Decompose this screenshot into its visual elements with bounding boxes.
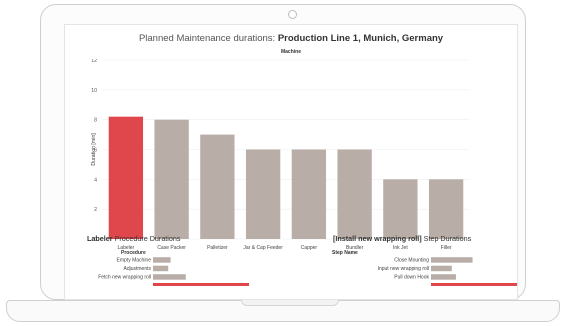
bar (337, 149, 372, 239)
bar (245, 149, 281, 239)
procedure-chart-title-bold: Labeler (87, 234, 113, 243)
procedure-durations-chart: Empty Machine Adjustments Fetch new wrappi… (98, 257, 249, 286)
dashboard-title: Planned Maintenance durations: Productio… (65, 33, 517, 44)
step-chart-title: [Install new wrapping roll] Step Duratio… (333, 234, 471, 243)
x-tick-label: Bundler (346, 245, 364, 251)
y-tick-label: 0 (94, 237, 97, 243)
bar (383, 179, 418, 239)
dashboard-title-emphasis: Production Line 1, Munich, Germany (277, 33, 444, 44)
laptop-base-notch (241, 300, 339, 306)
main-chart-legend-title: Machine (280, 49, 301, 55)
y-tick-label: 8 (94, 118, 97, 124)
machine-duration-chart: 0 2 4 6 8 10 12 Duration [min] Labeler Case Packe… (91, 59, 469, 251)
row-label: Close Mounting (394, 258, 429, 264)
bar (153, 274, 186, 280)
row-label: Empty Machine (117, 258, 152, 264)
x-tick-label: Labeler (118, 245, 135, 251)
x-tick-label: Ink Jet (393, 245, 408, 251)
row-label: Fetch new wrapping roll (98, 275, 151, 281)
bar (431, 274, 456, 280)
x-tick-label: Jar & Cap Feeder (243, 245, 283, 251)
bar (431, 265, 452, 272)
bar (154, 119, 189, 239)
bar (428, 179, 464, 239)
procedure-column-header: Procedure (121, 250, 146, 256)
row-label: Pull down Hook (394, 275, 429, 281)
procedure-chart-title: Labeler Procedure Durations (87, 234, 181, 243)
row-label: Input new wrapping roll (378, 266, 429, 272)
bar (200, 134, 235, 239)
step-column-header: Step Name (332, 250, 358, 256)
x-tick-label: Palletizer (207, 245, 228, 251)
webcam-icon (288, 10, 297, 19)
bar (108, 116, 144, 239)
step-durations-chart: Close Mounting Input new wrapping roll Pul… (378, 257, 517, 286)
laptop-base (6, 300, 560, 322)
y-tick-label: 10 (91, 88, 97, 94)
row-label: Adjustments (123, 266, 151, 272)
bar (153, 265, 169, 272)
x-tick-label: Capper (301, 245, 318, 251)
dashboard-title-prefix: Planned Maintenance durations: (138, 33, 278, 44)
y-axis-label: Duration [min] (91, 133, 97, 166)
x-tick-label: Case Packer (157, 245, 186, 251)
y-tick-label: 4 (94, 177, 97, 183)
procedure-chart-title-rest: Procedure Durations (112, 234, 181, 243)
step-chart-title-rest: Step Durations (421, 234, 472, 243)
dashboard-screen: Planned Maintenance durations: Productio… (64, 24, 518, 300)
highlighted-bar (153, 283, 249, 286)
y-tick-label: 12 (91, 59, 97, 64)
x-tick-label: Filler (441, 245, 452, 251)
bar (153, 257, 171, 263)
step-chart-title-bold: [Install new wrapping roll] (333, 234, 422, 243)
highlighted-bar (431, 283, 517, 286)
y-tick-label: 2 (94, 207, 97, 213)
bar (291, 149, 327, 239)
bar (431, 257, 473, 263)
y-tick-label: 6 (94, 148, 97, 154)
